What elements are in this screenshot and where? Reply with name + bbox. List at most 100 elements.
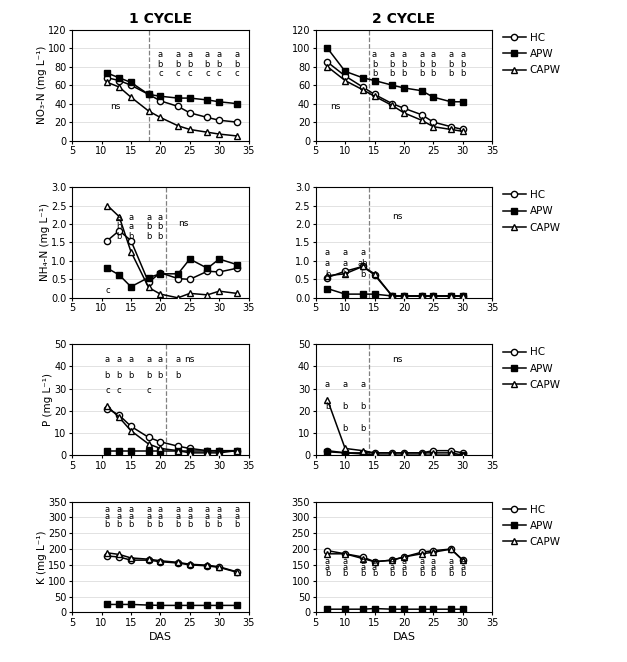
HC — [359, 83, 367, 91]
CAPW — [400, 449, 408, 457]
Text: b: b — [419, 60, 424, 69]
Line: CAPW: CAPW — [324, 263, 466, 299]
HC — [341, 72, 349, 80]
Text: a: a — [176, 512, 181, 521]
Line: HC: HC — [324, 59, 466, 132]
HC — [388, 292, 396, 300]
HC — [233, 264, 241, 272]
CAPW — [216, 287, 223, 295]
APW — [145, 601, 152, 609]
Text: b: b — [360, 402, 366, 411]
CAPW — [429, 548, 437, 556]
Line: CAPW: CAPW — [104, 203, 240, 301]
APW — [418, 605, 425, 613]
Y-axis label: K (mg L⁻¹): K (mg L⁻¹) — [36, 530, 46, 584]
HC — [388, 100, 396, 108]
CAPW — [157, 444, 164, 452]
APW — [127, 78, 135, 86]
Text: b: b — [187, 520, 192, 529]
Text: a: a — [419, 557, 424, 565]
CAPW — [371, 92, 378, 100]
Text: a: a — [372, 50, 377, 60]
APW — [418, 451, 425, 459]
Text: b: b — [117, 520, 122, 529]
Text: a: a — [117, 504, 122, 514]
Text: b: b — [342, 270, 348, 279]
Line: HC: HC — [104, 405, 240, 453]
Text: a: a — [419, 563, 424, 572]
HC — [359, 262, 367, 270]
HC — [145, 556, 152, 564]
HC — [388, 556, 396, 564]
Text: a: a — [342, 563, 347, 572]
CAPW — [115, 213, 123, 220]
CAPW — [127, 427, 135, 435]
CAPW — [186, 126, 194, 134]
CAPW — [400, 553, 408, 561]
Text: a: a — [105, 355, 110, 364]
CAPW — [145, 107, 152, 115]
CAPW — [186, 289, 194, 297]
Y-axis label: NO₃-N (mg L⁻¹): NO₃-N (mg L⁻¹) — [36, 46, 46, 124]
Text: a: a — [117, 213, 122, 222]
Text: b: b — [401, 60, 407, 69]
Text: a: a — [389, 563, 395, 572]
CAPW — [174, 447, 182, 455]
Text: a: a — [146, 355, 151, 364]
Line: APW: APW — [324, 606, 466, 612]
Text: a: a — [234, 512, 240, 521]
HC — [400, 449, 408, 457]
CAPW — [324, 271, 331, 279]
Text: b: b — [129, 371, 134, 380]
APW — [157, 601, 164, 609]
Line: APW: APW — [104, 601, 240, 608]
Text: b: b — [419, 69, 424, 77]
Text: b: b — [448, 569, 454, 578]
Text: a: a — [176, 50, 181, 60]
HC — [400, 105, 408, 113]
HC — [359, 449, 367, 457]
APW — [216, 447, 223, 455]
HC — [115, 553, 123, 561]
APW — [115, 271, 123, 279]
Text: b: b — [389, 69, 395, 77]
Text: b: b — [157, 60, 163, 69]
APW — [388, 292, 396, 300]
APW — [174, 270, 182, 278]
Text: b: b — [372, 60, 377, 69]
Text: a: a — [234, 50, 240, 60]
HC — [418, 111, 425, 118]
Text: a: a — [117, 355, 122, 364]
Text: b: b — [419, 569, 424, 578]
Text: a: a — [117, 512, 122, 521]
CAPW — [186, 560, 194, 568]
Text: b: b — [360, 569, 366, 578]
HC — [186, 444, 194, 452]
Text: a: a — [342, 248, 347, 258]
CAPW — [324, 396, 331, 404]
HC — [174, 103, 182, 111]
CAPW — [204, 561, 211, 569]
HC — [127, 236, 135, 244]
Text: a: a — [389, 50, 395, 60]
APW — [115, 73, 123, 81]
Text: a: a — [342, 379, 347, 389]
APW — [371, 604, 378, 612]
Text: b: b — [117, 371, 122, 380]
Line: CAPW: CAPW — [104, 549, 240, 575]
HC — [429, 547, 437, 555]
Text: a: a — [325, 557, 330, 565]
Text: ab: ab — [357, 260, 368, 268]
CAPW — [388, 292, 396, 300]
CAPW — [447, 292, 455, 300]
APW — [388, 451, 396, 459]
HC — [341, 550, 349, 558]
Text: ns: ns — [392, 212, 403, 221]
Legend: HC, APW, CAPW: HC, APW, CAPW — [503, 33, 561, 75]
APW — [145, 91, 152, 99]
CAPW — [359, 447, 367, 455]
HC — [429, 292, 437, 300]
HC — [204, 113, 211, 121]
Legend: HC, APW, CAPW: HC, APW, CAPW — [503, 504, 561, 547]
Line: CAPW: CAPW — [104, 403, 240, 456]
